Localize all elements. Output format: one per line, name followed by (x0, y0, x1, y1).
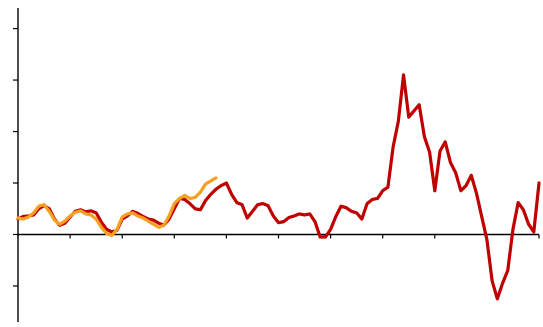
chart-series (16, 73, 541, 301)
series-line-orange (16, 176, 218, 238)
series-line-red (16, 73, 541, 301)
chart-axes (13, 8, 540, 322)
